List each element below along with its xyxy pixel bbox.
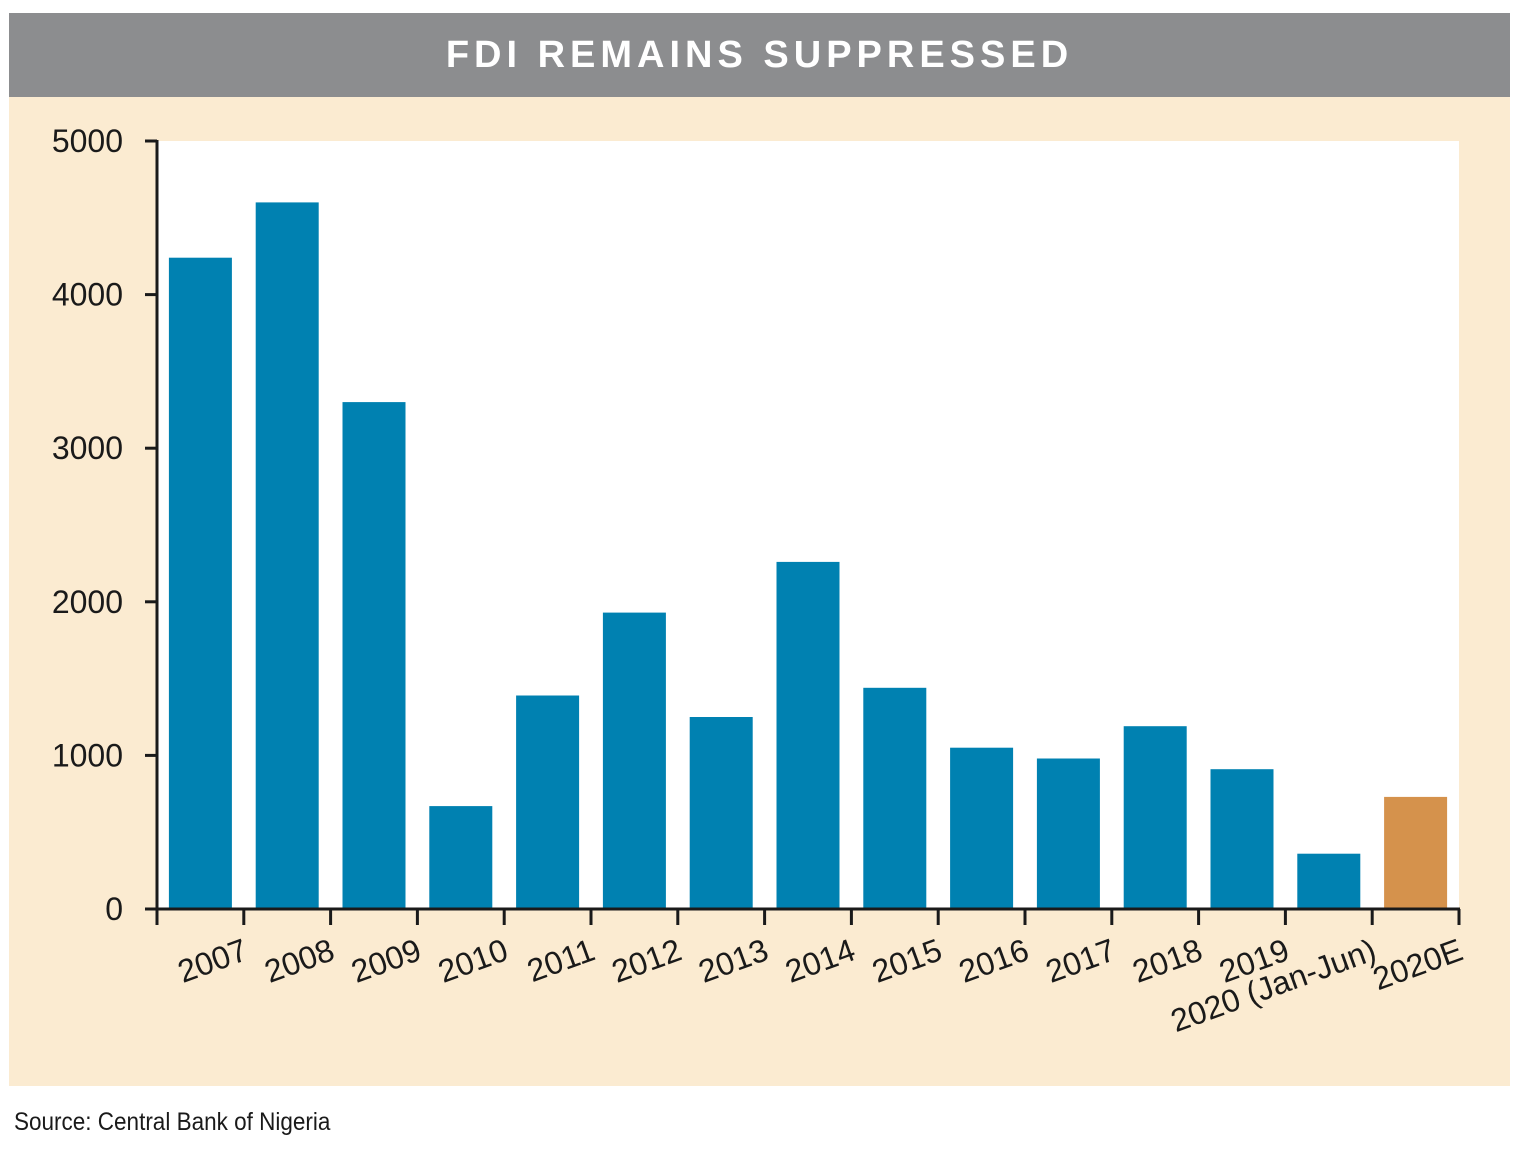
bar-2016: [950, 747, 1014, 909]
bars-group: [168, 202, 1448, 909]
bar-2017: [1036, 758, 1100, 909]
x-tick-label-2020e: 2020E: [1368, 932, 1467, 997]
bar-2007: [168, 257, 232, 909]
x-tick-label-2014: 2014: [781, 932, 860, 990]
source-note: Source: Central Bank of Nigeria: [14, 1108, 331, 1136]
bar-2011: [516, 695, 580, 909]
chart-title: FDI REMAINS SUPPRESSED: [445, 33, 1074, 76]
x-tick-label-2007: 2007: [173, 932, 252, 990]
y-tick-labels: 0 1000 2000 3000 4000 5000: [52, 123, 123, 927]
x-tick-label-2011: 2011: [522, 932, 599, 989]
title-bar: FDI REMAINS SUPPRESSED: [9, 13, 1510, 97]
x-tick-label-2008: 2008: [260, 932, 339, 990]
x-tick-label-2018: 2018: [1128, 932, 1207, 990]
y-tick-label-4000: 4000: [52, 277, 123, 313]
bar-2019: [1210, 769, 1274, 909]
x-tick-labels: 2007 2008 2009 2010 2011 2012 2013 2014 2015 2016…: [173, 932, 1467, 1039]
bar-2013: [689, 717, 753, 909]
bar-2020e: [1384, 796, 1448, 909]
x-tick-label-2010: 2010: [433, 932, 512, 990]
x-tick-label-2009: 2009: [347, 932, 426, 990]
bar-2009: [342, 402, 406, 909]
x-tick-label-2015: 2015: [867, 932, 946, 990]
bar-2008: [255, 202, 319, 909]
x-tick-label-2017: 2017: [1041, 932, 1120, 990]
x-tick-label-2013: 2013: [694, 932, 773, 990]
y-tick-label-2000: 2000: [52, 584, 123, 620]
y-tick-label-1000: 1000: [52, 737, 123, 773]
bar-2014: [776, 561, 840, 909]
y-tick-label-3000: 3000: [52, 430, 123, 466]
bar-2015: [863, 687, 927, 909]
y-tick-label-5000: 5000: [52, 123, 123, 159]
axes-group: [145, 139, 1461, 925]
bar-2010: [429, 806, 493, 909]
x-tick-label-2016: 2016: [954, 932, 1033, 990]
bar-2020-jan-jun: [1297, 853, 1361, 909]
bar-2012: [602, 612, 666, 909]
x-tick-label-2012: 2012: [607, 932, 686, 990]
bar-2018: [1123, 726, 1187, 909]
y-tick-label-0: 0: [105, 891, 123, 927]
